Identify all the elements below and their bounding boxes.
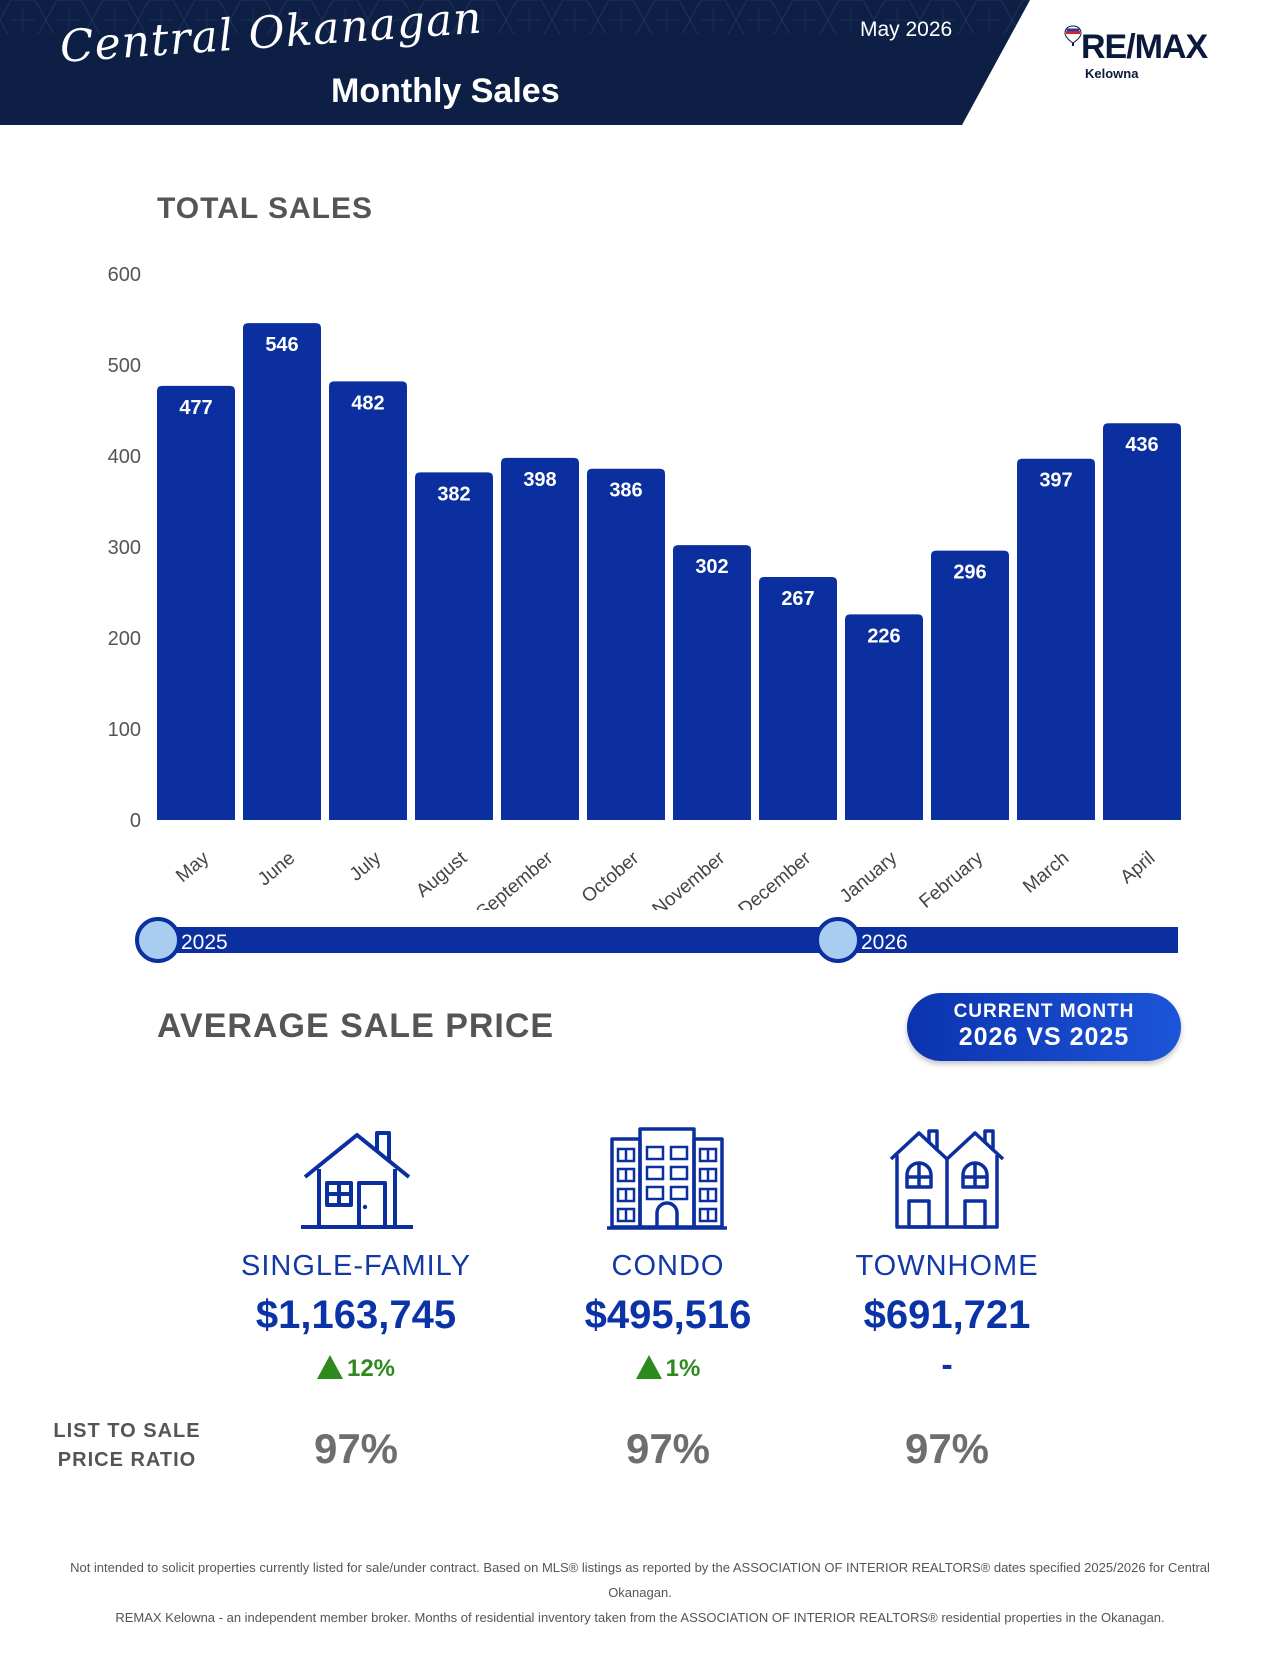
year-timeline: 2025 2026 <box>135 917 1178 963</box>
current-month-comparison-badge: CURRENT MONTH 2026 VS 2025 <box>907 993 1181 1061</box>
average-sale-price-heading: AVERAGE SALE PRICE <box>157 1007 555 1045</box>
bar-value-label: 267 <box>781 588 814 610</box>
ratio-single-family: 97% <box>313 1425 399 1472</box>
property-type-single-family: SINGLE-FAMILY <box>240 1250 472 1282</box>
ratio-townhome: 97% <box>904 1425 990 1472</box>
badge-line-2: 2026 VS 2025 <box>958 1023 1130 1051</box>
disclaimer-line-1: Not intended to solicit properties curre… <box>70 1560 1210 1600</box>
bar-value-label: 382 <box>437 483 470 505</box>
condo-building-icon <box>607 1127 727 1230</box>
bar-september <box>501 457 579 820</box>
list-to-sale-ratio-label: LIST TO SALE PRICE RATIO <box>42 1417 212 1475</box>
change-condo: 1% <box>518 1355 818 1383</box>
change-value-condo: 1% <box>665 1355 701 1382</box>
price-townhome: $691,721 <box>863 1293 1031 1337</box>
bar-january <box>845 614 923 820</box>
bar-value-label: 482 <box>351 392 384 414</box>
x-tick-label: January <box>836 847 902 907</box>
bar-march <box>1017 458 1095 820</box>
price-condo: $495,516 <box>584 1293 752 1337</box>
x-tick-label: June <box>254 848 299 891</box>
y-tick-label: 0 <box>130 810 141 832</box>
bar-value-label: 302 <box>695 556 728 578</box>
property-type-townhome: TOWNHOME <box>855 1250 1039 1282</box>
logo-location: Kelowna <box>1085 66 1139 81</box>
bar-value-label: 436 <box>1125 434 1158 456</box>
timeline-marker-2025 <box>135 917 181 963</box>
badge-line-1: CURRENT MONTH <box>953 1001 1135 1022</box>
y-tick-label: 400 <box>108 446 141 468</box>
up-arrow-icon <box>316 1355 343 1379</box>
change-single-family: 12% <box>206 1355 506 1383</box>
x-tick-label: February <box>915 847 987 910</box>
ratio-label-line-2: PRICE RATIO <box>57 1449 197 1471</box>
x-tick-label: November <box>649 847 730 910</box>
x-tick-label: July <box>346 847 386 885</box>
timeline-label-2025: 2025 <box>181 931 228 954</box>
bar-august <box>415 472 493 820</box>
townhome-icon <box>889 1129 1005 1229</box>
change-value-single-family: 12% <box>346 1355 396 1382</box>
balloon-icon <box>1064 25 1082 46</box>
bar-value-label: 226 <box>867 625 900 647</box>
timeline-marker-2026 <box>815 917 861 963</box>
disclaimer: Not intended to solicit properties curre… <box>60 1555 1220 1630</box>
report-date: May 2026 <box>860 18 953 41</box>
price-single-family: $1,163,745 <box>255 1293 457 1337</box>
total-sales-heading: TOTAL SALES <box>157 192 374 225</box>
total-sales-bar-chart: 0 100 200 300 400 500 600 477 May 546 June 482 July 3… <box>108 264 1181 910</box>
disclaimer-line-2: REMAX Kelowna - an independent member br… <box>115 1610 1165 1625</box>
timeline-bar <box>150 927 1178 953</box>
x-tick-label: October <box>578 847 644 907</box>
bar-october <box>587 468 665 820</box>
up-arrow-icon <box>635 1355 662 1379</box>
bar-value-label: 386 <box>609 480 642 502</box>
house-icon <box>301 1131 413 1229</box>
y-tick-label: 500 <box>108 355 141 377</box>
timeline-label-2026: 2026 <box>861 931 908 954</box>
bar-value-label: 546 <box>265 334 298 356</box>
bar-july <box>329 381 407 820</box>
bar-november <box>673 545 751 820</box>
bar-value-label: 296 <box>953 562 986 584</box>
x-tick-label: December <box>735 847 816 910</box>
x-tick-label: March <box>1019 848 1073 898</box>
ratio-label-line-1: LIST TO SALE <box>53 1420 201 1442</box>
y-tick-label: 300 <box>108 537 141 559</box>
bar-may <box>157 385 235 820</box>
header-banner <box>0 0 1030 125</box>
y-tick-label: 100 <box>108 719 141 741</box>
ratio-condo: 97% <box>625 1425 711 1472</box>
bar-june <box>243 323 321 820</box>
bar-april <box>1103 423 1181 820</box>
bar-value-label: 477 <box>179 397 212 419</box>
remax-logo: RE/MAX Kelowna <box>1063 22 1263 84</box>
bar-february <box>931 550 1009 820</box>
x-tick-label: September <box>473 847 558 910</box>
page-title: Monthly Sales <box>331 72 560 110</box>
bar-value-label: 398 <box>523 469 556 491</box>
x-tick-label: August <box>412 847 471 902</box>
x-tick-label: May <box>172 847 213 886</box>
y-tick-label: 200 <box>108 628 141 650</box>
bar-december <box>759 577 837 820</box>
x-tick-label: April <box>1117 848 1160 889</box>
bar-value-label: 397 <box>1039 470 1072 492</box>
change-townhome: - <box>941 1346 953 1384</box>
logo-wordmark: RE/MAX <box>1081 28 1208 66</box>
property-type-condo: CONDO <box>611 1250 725 1282</box>
y-tick-label: 600 <box>108 264 141 286</box>
